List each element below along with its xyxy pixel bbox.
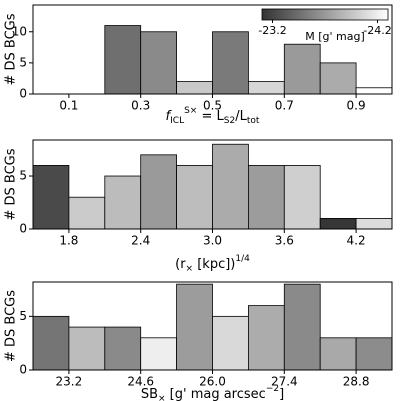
- colorbar-label: M [g' mag]: [305, 30, 365, 43]
- bar: [104, 175, 142, 230]
- colorbar-tick-label: -23.2: [258, 24, 286, 37]
- bar: [212, 31, 249, 95]
- bar: [319, 62, 357, 95]
- x-tick-label: 28.8: [343, 375, 370, 389]
- x-label-part: L: [240, 109, 248, 124]
- bar: [68, 326, 106, 371]
- x-tick-label: 4.2: [347, 234, 366, 248]
- bar: [212, 315, 249, 371]
- x-tick-label: 0.1: [59, 99, 78, 113]
- x-tick-label: 0.9: [347, 99, 366, 113]
- bar: [176, 283, 213, 371]
- y-tick-label: 10: [12, 24, 27, 38]
- x-label-part: ×: [186, 264, 194, 274]
- x-label-part: =: [197, 109, 216, 124]
- colorbar-tick-label: -24.2: [363, 24, 391, 37]
- x-label-part: ×: [158, 394, 166, 401]
- x-tick-label: 0.7: [275, 99, 294, 113]
- bar: [104, 326, 142, 371]
- y-tick-label: 5: [19, 169, 27, 183]
- bar: [283, 283, 321, 371]
- y-tick-label: 0: [19, 87, 27, 101]
- x-tick-label: 3.0: [203, 234, 222, 248]
- x-tick-label: 3.6: [275, 234, 294, 248]
- x-tick-label: 26.0: [199, 375, 226, 389]
- x-axis-label: (r× [kpc])1/4: [175, 254, 250, 274]
- bar: [176, 165, 213, 230]
- x-label-part: SB: [141, 387, 158, 401]
- x-label-part: ICL: [170, 116, 184, 126]
- x-label-part: tot: [247, 116, 260, 126]
- x-label-part: [g' mag arcsec: [166, 387, 266, 401]
- y-tick-label: 5: [19, 309, 27, 323]
- y-axis-label: # DS BCGs: [4, 290, 19, 362]
- bar: [176, 81, 213, 95]
- bar: [283, 165, 321, 230]
- x-tick-label: 0.5: [203, 99, 222, 113]
- x-axis-label: SB× [g' mag arcsec−2]: [141, 384, 284, 401]
- bar: [355, 87, 393, 95]
- bar: [68, 196, 106, 230]
- y-axis-label: # DS BCGs: [4, 148, 19, 220]
- bar: [212, 143, 249, 230]
- bar: [32, 165, 70, 230]
- bar: [247, 81, 285, 95]
- x-label-part: 1/4: [235, 254, 250, 264]
- x-tick-label: 27.4: [271, 375, 298, 389]
- x-label-part: [kpc]): [193, 257, 235, 272]
- x-label-part: ]: [279, 387, 284, 401]
- x-label-part: S×: [184, 106, 197, 116]
- x-label-part: /: [235, 109, 240, 124]
- y-tick-label: 0: [19, 363, 27, 377]
- x-label-part: S2: [224, 116, 235, 126]
- x-tick-label: 1.8: [59, 234, 78, 248]
- y-axis-label: # DS BCGs: [4, 13, 19, 85]
- bar: [247, 305, 285, 371]
- x-axis-label: fICLS× = LS2/Ltot: [166, 106, 260, 126]
- y-tick-label: 0: [19, 222, 27, 236]
- bar: [247, 165, 285, 230]
- x-tick-label: 24.6: [127, 375, 154, 389]
- x-tick-label: 23.2: [56, 375, 83, 389]
- x-tick-label: 0.3: [131, 99, 150, 113]
- bar: [319, 337, 357, 371]
- x-label-part: −2: [266, 384, 279, 394]
- bar: [355, 218, 393, 230]
- bar: [140, 154, 177, 230]
- bar: [319, 218, 357, 230]
- colorbar: [261, 8, 389, 21]
- bar: [104, 25, 142, 95]
- bar: [32, 315, 70, 371]
- x-label-part: f: [166, 109, 173, 124]
- bar: [355, 337, 393, 371]
- x-tick-label: 2.4: [131, 234, 150, 248]
- x-label-part: (r: [175, 257, 186, 272]
- bar: [140, 31, 177, 95]
- y-tick-label: 5: [19, 55, 27, 69]
- bar: [283, 43, 321, 95]
- bar: [140, 337, 177, 371]
- x-label-part: L: [217, 109, 225, 124]
